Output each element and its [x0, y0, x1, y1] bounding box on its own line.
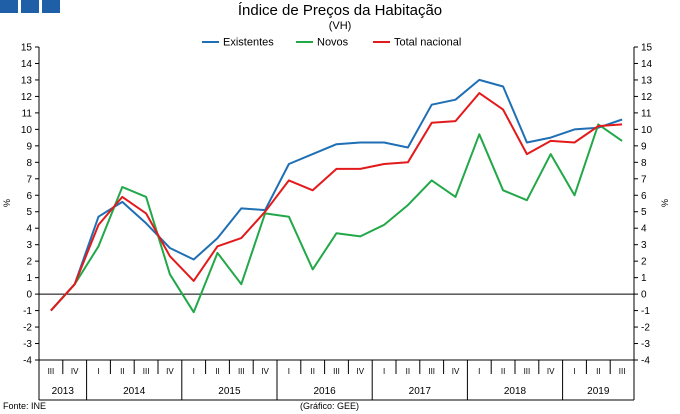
y-tick-label-left: 4 [26, 224, 32, 235]
y-tick-label-right: 5 [641, 207, 647, 218]
y-tick-label-right: -2 [641, 323, 650, 334]
y-tick-label-right: -1 [641, 306, 650, 317]
y-tick-label-right: 8 [641, 158, 647, 169]
y-tick-label-left: -2 [23, 323, 32, 334]
x-tick-label: IV [166, 367, 174, 376]
year-label: 2018 [504, 386, 527, 397]
y-tick-label-left: -3 [23, 339, 32, 350]
year-label: 2017 [409, 386, 432, 397]
x-tick-label: II [406, 367, 410, 376]
x-tick-label: IV [547, 367, 555, 376]
x-tick-label: II [596, 367, 600, 376]
logo-block-icon [42, 0, 60, 13]
y-tick-label-right: 10 [641, 125, 653, 136]
year-label: 2013 [52, 386, 75, 397]
y-axis-label-right: % [660, 199, 670, 207]
chart-title: Índice de Preços da Habitação [237, 2, 443, 19]
series-line-existentes [50, 78, 623, 312]
x-tick-label: IV [452, 367, 460, 376]
y-tick-label-left: 13 [21, 75, 33, 86]
year-label: 2014 [123, 386, 146, 397]
x-tick-label: IV [71, 367, 79, 376]
chart-subtitle: (VH) [328, 20, 352, 32]
y-axis-label-left: % [2, 199, 12, 207]
x-tick-label: II [501, 367, 505, 376]
legend-label-existentes: Existentes [223, 37, 274, 49]
x-tick-label: III [48, 367, 55, 376]
y-tick-label-left: 9 [26, 141, 32, 152]
year-label: 2015 [218, 386, 241, 397]
x-tick-label: III [428, 367, 435, 376]
y-tick-label-right: -4 [641, 356, 650, 367]
y-tick-label-right: 0 [641, 290, 647, 301]
y-tick-label-right: 6 [641, 191, 647, 202]
y-tick-label-left: 15 [21, 43, 33, 54]
y-tick-label-left: 3 [26, 240, 32, 251]
x-tick-label: III [333, 367, 340, 376]
y-tick-label-left: 5 [26, 207, 32, 218]
x-tick-label: IV [357, 367, 365, 376]
series-line-novos [50, 123, 623, 314]
y-tick-label-left: 7 [26, 174, 32, 185]
y-tick-label-left: -4 [23, 356, 32, 367]
y-tick-label-right: 4 [641, 224, 647, 235]
x-tick-label: II [215, 367, 219, 376]
x-tick-label: II [310, 367, 314, 376]
y-tick-label-right: 3 [641, 240, 647, 251]
y-tick-label-right: 15 [641, 43, 653, 54]
y-tick-label-left: 0 [26, 290, 32, 301]
x-tick-label: I [383, 367, 385, 376]
y-tick-label-left: 6 [26, 191, 32, 202]
x-tick-label: III [143, 367, 150, 376]
y-tick-label-right: 2 [641, 257, 647, 268]
source-note: Fonte: INE [3, 401, 47, 411]
y-tick-label-left: 10 [21, 125, 33, 136]
y-tick-label-right: 13 [641, 75, 653, 86]
y-tick-label-left: 12 [21, 92, 33, 103]
year-label: 2019 [587, 386, 610, 397]
x-tick-label: I [573, 367, 575, 376]
x-tick-label: II [120, 367, 124, 376]
y-tick-label-left: 11 [22, 108, 33, 119]
legend-label-total-nacional: Total nacional [394, 37, 461, 49]
y-tick-label-right: 11 [641, 108, 652, 119]
y-tick-label-right: 1 [641, 273, 647, 284]
y-tick-label-right: -3 [641, 339, 650, 350]
x-tick-label: I [193, 367, 195, 376]
y-tick-label-left: 2 [26, 257, 32, 268]
x-tick-label: III [619, 367, 626, 376]
x-tick-label: III [524, 367, 531, 376]
x-tick-label: III [238, 367, 245, 376]
x-tick-label: I [288, 367, 290, 376]
y-tick-label-right: 9 [641, 141, 647, 152]
y-tick-label-left: -1 [23, 306, 32, 317]
year-label: 2016 [313, 386, 336, 397]
y-tick-label-left: 1 [26, 273, 32, 284]
logo [0, 0, 60, 13]
x-tick-label: I [97, 367, 99, 376]
y-tick-label-right: 7 [641, 174, 647, 185]
logo-block-icon [0, 0, 18, 13]
logo-block-icon [21, 0, 39, 13]
chart-credit: (Gráfico: GEE) [300, 401, 360, 411]
x-tick-label: I [478, 367, 480, 376]
y-tick-label-right: 12 [641, 92, 653, 103]
legend-label-novos: Novos [317, 37, 349, 49]
y-tick-label-right: 14 [641, 59, 653, 70]
y-tick-label-left: 8 [26, 158, 32, 169]
y-tick-label-left: 14 [21, 59, 33, 70]
series-line-total-nacional [50, 92, 623, 312]
x-tick-label: IV [261, 367, 269, 376]
